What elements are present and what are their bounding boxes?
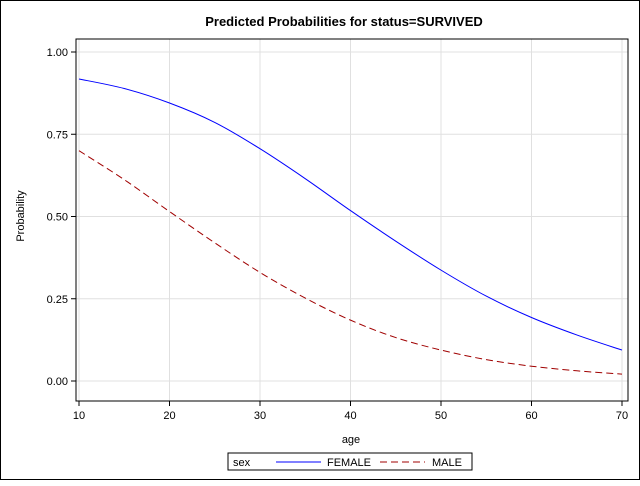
x-axis-ticks: 10 20 30 40 50 60 70: [73, 401, 628, 422]
legend-box: [227, 452, 473, 471]
y-tick-label: 1.00: [47, 47, 68, 59]
grid-lines: [76, 39, 628, 401]
legend: sex FEMALE MALE: [227, 452, 473, 471]
legend-label-male: MALE: [432, 457, 462, 469]
y-axis-ticks: 0.00 0.25 0.50 0.75 1.00: [47, 47, 76, 388]
x-tick-label: 20: [163, 410, 175, 422]
series-line-female: [78, 78, 623, 351]
x-tick-label: 70: [616, 410, 628, 422]
x-axis-label: age: [342, 434, 360, 446]
series-lines: [78, 78, 623, 375]
x-tick-label: 30: [254, 410, 266, 422]
legend-label-female: FEMALE: [327, 457, 371, 469]
y-axis-label: Probability: [15, 190, 27, 242]
x-tick-label: 40: [344, 410, 356, 422]
x-tick-label: 10: [73, 410, 85, 422]
y-tick-label: 0.75: [47, 129, 68, 141]
series-line-male: [78, 150, 623, 375]
y-tick-label: 0.50: [47, 212, 68, 224]
chart-title: Predicted Probabilities for status=SURVI…: [205, 14, 483, 29]
y-tick-label: 0.25: [47, 294, 68, 306]
x-tick-label: 60: [525, 410, 537, 422]
plot-area-border: [75, 38, 629, 402]
y-tick-label: 0.00: [47, 376, 68, 388]
legend-title: sex: [233, 457, 251, 469]
x-tick-label: 50: [435, 410, 447, 422]
